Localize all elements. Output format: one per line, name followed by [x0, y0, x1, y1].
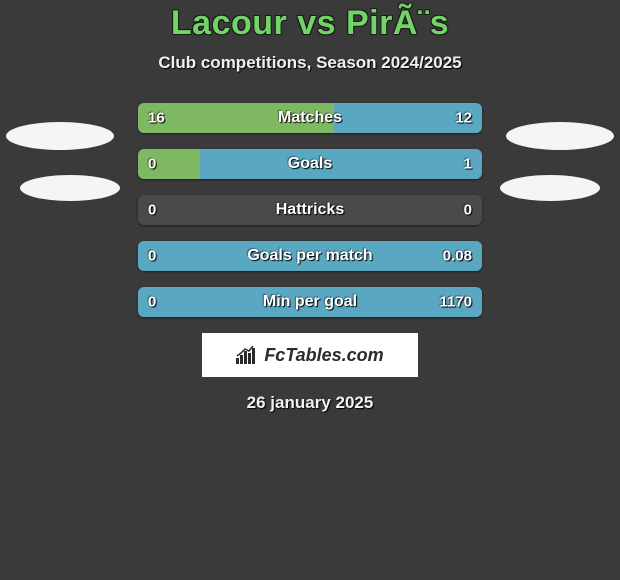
bar-track — [138, 195, 482, 225]
date-label: 26 january 2025 — [0, 393, 620, 413]
page-title: Lacour vs PirÃ¨s — [0, 4, 620, 43]
stat-bar: 00.08Goals per match — [138, 241, 482, 271]
stat-bar: 01170Min per goal — [138, 287, 482, 317]
chart-icon — [236, 346, 258, 364]
stat-bar: 1612Matches — [138, 103, 482, 133]
stat-bar: 01Goals — [138, 149, 482, 179]
bar-left-fill — [138, 149, 200, 179]
stats-area: 1612Matches 01Goals 00Hattricks 00.08Goals … — [0, 103, 620, 317]
bar-left-fill — [138, 103, 334, 133]
source-logo: FcTables.com — [202, 333, 418, 377]
subtitle: Club competitions, Season 2024/2025 — [0, 53, 620, 73]
bar-right-fill — [200, 149, 482, 179]
bar-right-fill — [334, 103, 482, 133]
stat-bar: 00Hattricks — [138, 195, 482, 225]
bar-right-fill — [138, 241, 482, 271]
logo-text: FcTables.com — [264, 345, 383, 366]
stats-card: Lacour vs PirÃ¨s Club competitions, Seas… — [0, 0, 620, 413]
bar-right-fill — [138, 287, 482, 317]
